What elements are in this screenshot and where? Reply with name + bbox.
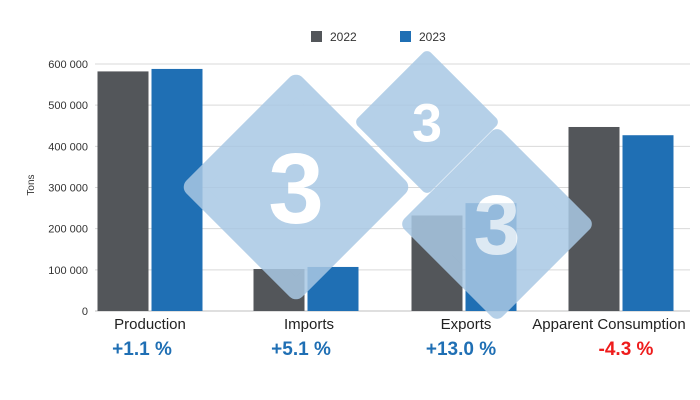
watermark-shape: [356, 51, 498, 193]
watermark-glyph: 3: [474, 178, 521, 272]
watermark-diamond: 3: [402, 129, 592, 319]
bar-2023-apparent-consumption: [622, 135, 674, 311]
legend-label: 2023: [419, 30, 446, 44]
y-tick-label: 300 000: [48, 183, 88, 195]
watermark-logo: 333: [183, 51, 592, 319]
watermark-glyph: 3: [412, 93, 442, 153]
category-labels: Production Imports Exports Apparent Consump…: [114, 316, 686, 333]
y-tick-label: 100 000: [48, 265, 88, 277]
legend-swatch: [400, 31, 411, 42]
watermark-shape: [183, 74, 409, 300]
legend-label: 2022: [330, 30, 357, 44]
watermark-shape: [402, 129, 592, 319]
change-label: +5.1 %: [271, 339, 331, 360]
legend-swatch: [311, 31, 322, 42]
y-tick-label: 400 000: [48, 141, 88, 153]
y-tick-label: 500 000: [48, 100, 88, 112]
change-label: +13.0 %: [426, 339, 496, 360]
y-tick-label: 600 000: [48, 59, 88, 71]
y-tick-label: 200 000: [48, 224, 88, 236]
legend-item: 2022: [311, 30, 357, 44]
y-tick-label: 0: [82, 306, 88, 318]
change-label: +1.1 %: [112, 339, 172, 360]
change-label: -4.3 %: [599, 339, 654, 360]
watermark-glyph: 3: [268, 133, 324, 245]
x-category-label: Production: [114, 316, 186, 333]
watermark-diamond: 3: [183, 74, 409, 300]
y-axis-ticks: 0 100 000 200 000 300 000 400 000 500 000 600 …: [48, 59, 88, 318]
legend: 2022 2023: [311, 30, 446, 44]
x-category-label: Apparent Consumption: [532, 316, 685, 333]
bar-2022-production: [97, 71, 149, 311]
legend-item: 2023: [400, 30, 446, 44]
watermark-diamond: 3: [356, 51, 498, 193]
y-axis-title: Tons: [26, 174, 37, 195]
x-category-label: Imports: [284, 316, 334, 333]
x-category-label: Exports: [441, 316, 492, 333]
change-labels: +1.1 % +5.1 % +13.0 % -4.3 %: [112, 339, 653, 360]
